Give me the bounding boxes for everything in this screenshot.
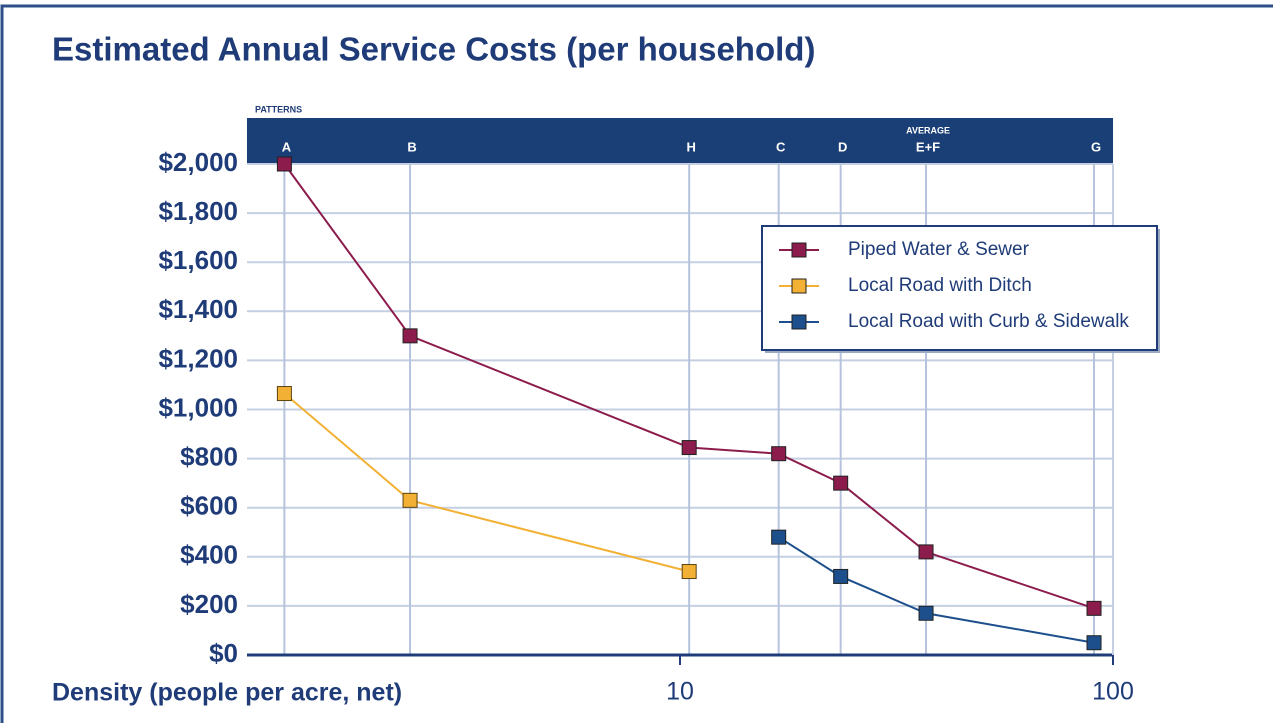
- frame: [0, 4, 1273, 723]
- pattern-label: H: [686, 139, 695, 154]
- point: [276, 386, 292, 402]
- point: [771, 529, 787, 545]
- y-tick-label: $400: [180, 540, 238, 570]
- point: [833, 568, 849, 584]
- point: [276, 156, 292, 172]
- pattern-label: C: [776, 139, 786, 154]
- point: [918, 544, 934, 560]
- y-tick-label: $2,000: [158, 147, 238, 177]
- point: [1086, 600, 1102, 616]
- series-line: [778, 536, 1095, 644]
- pattern-header: Patterns: [255, 100, 302, 115]
- pattern-band: [247, 118, 1113, 164]
- point: [1086, 635, 1102, 651]
- x-tick-label: 100: [1092, 678, 1134, 706]
- point: [771, 446, 787, 462]
- x-axis-label: Density (people per acre, net): [52, 679, 402, 707]
- point: [681, 440, 697, 456]
- pattern-label: E+F: [916, 139, 940, 154]
- legend-label: Local Road with Curb & Sidewalk: [848, 311, 1129, 332]
- point: [402, 492, 418, 508]
- legend: Piped Water & Sewer Local Road with Ditch…: [761, 225, 1160, 353]
- y-tick-label: $600: [180, 491, 238, 521]
- pattern-label: G: [1091, 139, 1101, 154]
- legend-label: Local Road with Ditch: [848, 275, 1032, 296]
- x-tick-label: 10: [666, 678, 694, 706]
- y-tick-label: $1,200: [158, 343, 238, 373]
- y-tick-label: $1,600: [158, 245, 238, 275]
- y-tick-label: $1,000: [158, 392, 238, 422]
- y-tick-label: $800: [180, 441, 238, 471]
- legend-swatch: [791, 278, 807, 294]
- point: [681, 564, 697, 580]
- point: [833, 475, 849, 491]
- y-tick-label: $0: [209, 638, 238, 668]
- legend-swatch: [791, 314, 807, 330]
- y-tick-label: $1,400: [158, 294, 238, 324]
- y-tick-label: $1,800: [158, 196, 238, 226]
- legend-label: Piped Water & Sewer: [848, 239, 1030, 260]
- pattern-label: A: [282, 139, 292, 154]
- point: [402, 328, 418, 344]
- legend-swatch: [791, 242, 807, 258]
- point: [918, 605, 934, 621]
- chart-title: Estimated Annual Service Costs (per hous…: [52, 31, 815, 68]
- pattern-note: Average: [906, 121, 950, 136]
- legend-box: [761, 225, 1158, 351]
- pattern-label: D: [838, 139, 847, 154]
- y-tick-label: $200: [180, 589, 238, 619]
- pattern-label: B: [407, 139, 416, 154]
